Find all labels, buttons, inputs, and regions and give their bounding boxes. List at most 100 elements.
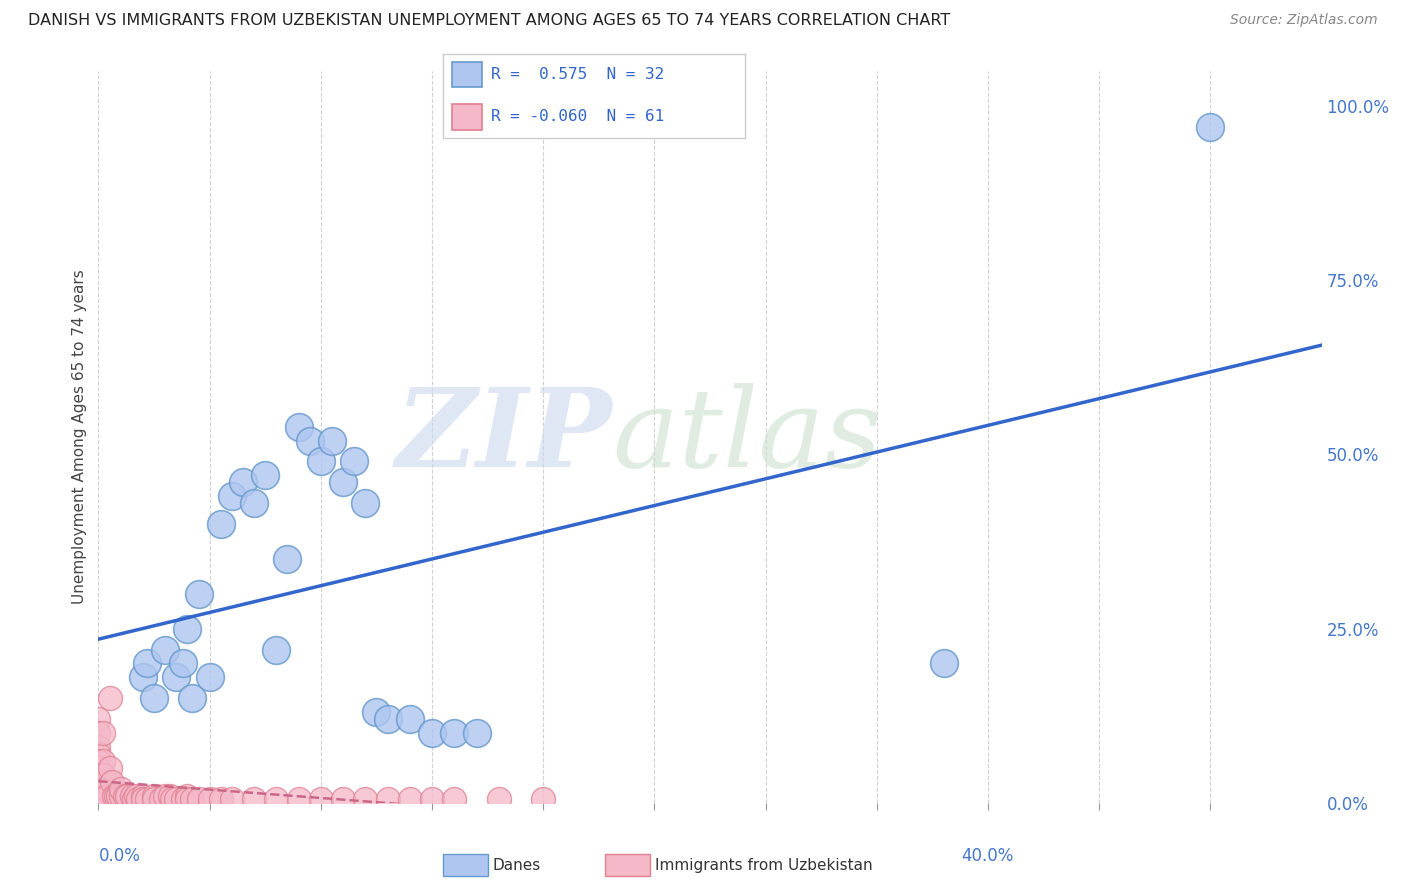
Point [121,789,143,803]
Point [187,587,209,601]
Point [266,792,288,806]
Point [165,670,187,684]
Point [176,622,198,636]
Text: R = -0.060  N = 61: R = -0.060 N = 61 [491,109,665,124]
Point [209,792,232,806]
Point [531,792,554,806]
Point [366,705,388,719]
Point [153,789,176,803]
Point [87,768,110,782]
Point [87,761,110,775]
Point [180,691,202,706]
Point [96,789,118,803]
Text: Immigrants from Uzbekistan: Immigrants from Uzbekistan [655,858,873,872]
Point [110,789,132,803]
Point [94,781,117,796]
Point [136,657,159,671]
Point [354,496,377,510]
Point [100,775,122,789]
Point [221,792,243,806]
Point [107,789,129,803]
Point [198,670,221,684]
Point [105,789,128,803]
Point [132,792,155,806]
Point [110,781,132,796]
Point [232,475,254,490]
Point [91,754,114,768]
Point [136,792,159,806]
Point [354,792,377,806]
Point [176,789,198,803]
Text: Danes: Danes [492,858,540,872]
Point [132,670,155,684]
Point [143,789,166,803]
Point [87,775,110,789]
Point [332,475,354,490]
Point [243,792,266,806]
Point [153,642,176,657]
Point [98,691,121,706]
Point [287,792,309,806]
Point [160,792,183,806]
Point [398,712,420,726]
Point [443,726,465,740]
Point [398,792,420,806]
Point [172,792,194,806]
Point [87,726,110,740]
Point [180,792,202,806]
Point [243,496,266,510]
Point [159,789,181,803]
Point [87,754,110,768]
Point [198,792,221,806]
Text: Source: ZipAtlas.com: Source: ZipAtlas.com [1230,13,1378,28]
Bar [451,104,482,130]
Point [932,657,955,671]
Point [103,789,125,803]
Point [420,792,443,806]
Point [87,712,110,726]
Point [420,726,443,740]
Point [1199,120,1222,134]
Point [298,434,321,448]
Point [309,454,332,468]
Text: atlas: atlas [612,384,882,491]
Point [125,789,148,803]
Point [143,792,166,806]
Point [91,726,114,740]
Point [172,657,194,671]
Point [87,792,110,806]
Point [488,792,510,806]
Bar [451,62,482,87]
Point [87,781,110,796]
Point [132,789,155,803]
Point [287,419,309,434]
Point [221,489,243,503]
Point [321,434,343,448]
Point [254,468,277,483]
Y-axis label: Unemployment Among Ages 65 to 74 years: Unemployment Among Ages 65 to 74 years [72,269,87,605]
Point [122,792,145,806]
Point [209,517,232,532]
Point [165,792,187,806]
Point [309,792,332,806]
Point [443,792,465,806]
Point [114,789,136,803]
Point [87,747,110,761]
Text: 0.0%: 0.0% [98,847,141,864]
Point [465,726,488,740]
Point [149,792,172,806]
Point [276,552,298,566]
Point [127,792,149,806]
Point [98,761,121,775]
Text: R =  0.575  N = 32: R = 0.575 N = 32 [491,67,665,82]
Point [87,789,110,803]
Point [176,792,198,806]
Point [266,642,288,657]
Text: 40.0%: 40.0% [962,847,1014,864]
Text: ZIP: ZIP [395,384,612,491]
Point [343,454,366,468]
Point [377,792,399,806]
Point [377,712,399,726]
Point [332,792,354,806]
Point [87,740,110,755]
